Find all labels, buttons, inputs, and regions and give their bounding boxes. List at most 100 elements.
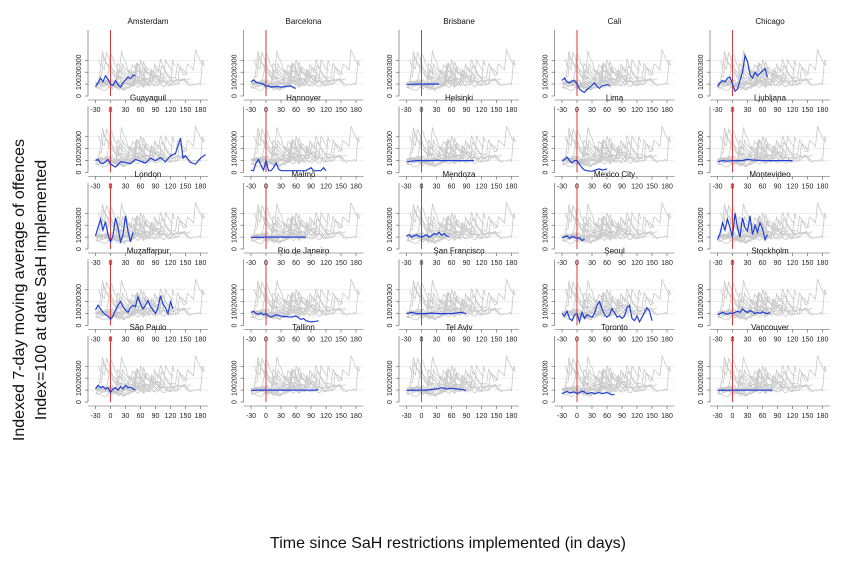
x-tick-label: 180: [506, 107, 518, 114]
series-other-line: [250, 55, 330, 88]
y-tick-label: 300: [543, 207, 550, 219]
x-tick-label: 90: [307, 337, 315, 344]
series-other-line: [564, 52, 612, 86]
y-tick-label: 300: [543, 54, 550, 66]
series-other-line: [250, 146, 314, 166]
series-other-line: [406, 368, 455, 396]
x-tick-label: 90: [774, 260, 782, 267]
y-tick-label: 100: [543, 231, 550, 243]
series-other-line: [562, 215, 610, 244]
series-other-line: [406, 223, 469, 242]
y-tick-label: 300: [543, 360, 550, 372]
y-tick-label: 0: [232, 170, 239, 174]
y-tick-label: 300: [76, 284, 83, 296]
x-tick-label: -30: [90, 337, 100, 344]
x-tick-label: 30: [744, 413, 752, 420]
y-tick-label: 200: [76, 219, 83, 231]
x-tick-label: -30: [246, 107, 256, 114]
x-tick-label: 90: [618, 107, 626, 114]
series-other-line: [561, 55, 641, 88]
series-highlight-line: [94, 215, 134, 245]
x-tick-label: -30: [401, 260, 411, 267]
series-other-line: [407, 291, 454, 321]
x-tick-label: 30: [588, 260, 596, 267]
series-other-line: [717, 215, 766, 243]
x-tick-label: 150: [335, 337, 347, 344]
y-tick-label: 100: [543, 308, 550, 320]
y-tick-label: 300: [698, 207, 705, 219]
x-tick-label: 120: [631, 413, 643, 420]
series-other-line: [561, 70, 625, 89]
y-tick-label: 100: [698, 308, 705, 320]
series-highlight-line: [561, 390, 615, 396]
y-tick-label: 0: [232, 400, 239, 404]
series-other-line: [717, 368, 766, 396]
y-axis-label-line2: Index=100 at date SaH implemented: [33, 160, 50, 420]
x-tick-label: 150: [180, 107, 192, 114]
x-tick-label: 30: [744, 337, 752, 344]
x-tick-label: -30: [557, 260, 567, 267]
y-tick-label: 100: [232, 78, 239, 90]
series-other-line: [250, 62, 300, 90]
y-tick-label: 0: [543, 170, 550, 174]
panel-title: Brisbane: [443, 17, 475, 26]
series-other-line: [98, 52, 145, 86]
y-tick-label: 100: [543, 155, 550, 167]
series-other-line: [406, 138, 455, 167]
panel-title: Lima: [606, 94, 624, 103]
series-other-line: [407, 138, 454, 168]
x-tick-label: 60: [137, 107, 145, 114]
y-tick-label: 0: [543, 94, 550, 98]
x-tick-label: 180: [817, 260, 829, 267]
y-tick-label: 0: [232, 247, 239, 251]
series-other-line: [717, 285, 796, 317]
x-tick-label: 30: [277, 184, 285, 191]
x-tick-label: 120: [787, 413, 799, 420]
y-tick-label: 200: [387, 296, 394, 308]
x-tick-label: 60: [759, 337, 767, 344]
series-other-line: [250, 70, 314, 89]
series-other-line: [98, 281, 145, 316]
y-tick-label: 100: [387, 308, 394, 320]
y-tick-label: 0: [387, 323, 394, 327]
series-other-line: [250, 215, 300, 243]
y-tick-label: 0: [543, 323, 550, 327]
y-tick-label: 100: [698, 231, 705, 243]
x-tick-label: 60: [292, 337, 300, 344]
series-other-line: [253, 128, 301, 163]
series-other-line: [406, 50, 485, 89]
x-tick-label: 180: [817, 184, 829, 191]
series-other-line: [406, 208, 485, 241]
x-tick-label: -30: [246, 337, 256, 344]
x-tick-label: 180: [817, 107, 829, 114]
x-tick-label: 0: [109, 413, 113, 420]
series-other-line: [718, 291, 765, 321]
series-other-line: [406, 356, 485, 395]
series-other-line: [250, 361, 330, 394]
x-tick-label: 180: [506, 184, 518, 191]
y-tick-label: 200: [387, 143, 394, 155]
y-tick-label: 200: [76, 143, 83, 155]
x-tick-label: 30: [277, 337, 285, 344]
x-tick-label: 180: [195, 413, 207, 420]
series-other-line: [409, 358, 456, 392]
y-tick-label: 0: [698, 94, 705, 98]
y-tick-label: 300: [543, 131, 550, 143]
y-tick-label: 0: [698, 323, 705, 327]
panel-title: Amsterdam: [128, 17, 169, 26]
x-tick-label: 120: [631, 337, 643, 344]
y-tick-label: 300: [698, 284, 705, 296]
y-tick-label: 100: [387, 231, 394, 243]
series-other-line: [561, 62, 611, 90]
y-tick-label: 100: [76, 308, 83, 320]
panel-title: Muzaffarpur: [127, 247, 170, 256]
y-tick-label: 200: [698, 372, 705, 384]
x-tick-label: -30: [401, 413, 411, 420]
x-tick-label: -30: [712, 413, 722, 420]
